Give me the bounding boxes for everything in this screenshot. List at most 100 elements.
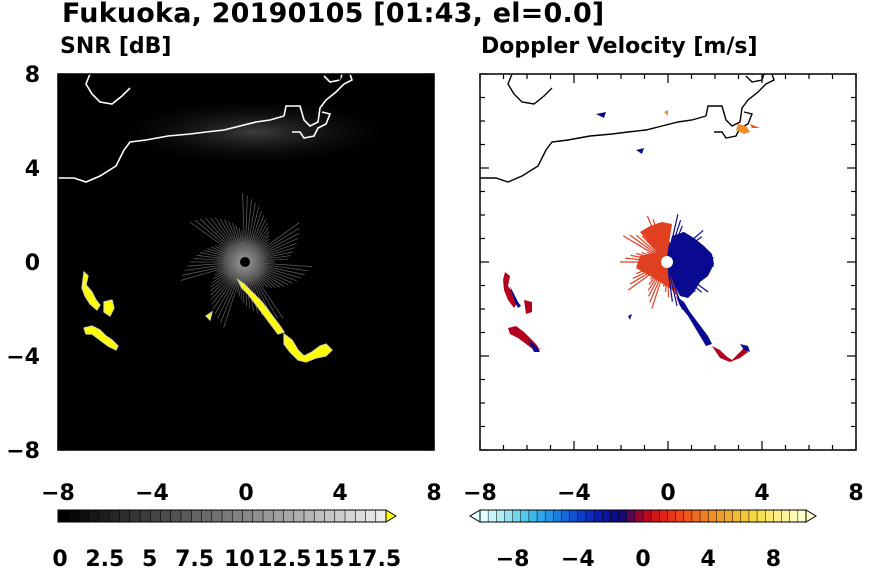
snr-colorbar-label: 10 — [224, 547, 255, 570]
snr-colorbar-label: 12.5 — [257, 547, 311, 570]
doppler-colorbar-label: −4 — [561, 547, 595, 570]
doppler-radar-site — [661, 256, 673, 268]
doppler-colorbar-cell — [577, 510, 587, 522]
snr-colorbar-label: 5 — [142, 547, 157, 570]
snr-colorbar-cell — [150, 510, 161, 522]
doppler-colorbar-cell — [618, 510, 628, 522]
doppler-x-tick-label: 0 — [660, 481, 675, 506]
doppler-echo-north-orange — [736, 124, 750, 134]
doppler-colorbar-cell — [569, 510, 579, 522]
snr-colorbar-cell — [211, 510, 223, 522]
doppler-velocity-ray — [666, 219, 682, 263]
snr-x-tick-label: −4 — [135, 481, 169, 506]
doppler-colorbar-cell — [773, 510, 783, 522]
snr-colorbar-cell — [283, 510, 295, 522]
doppler-velocity-ray — [666, 257, 714, 263]
doppler-velocity-ray — [622, 235, 668, 263]
doppler-velocity-ray — [646, 215, 668, 263]
doppler-velocity-ray — [666, 229, 704, 263]
doppler-colorbar-cell — [700, 510, 709, 522]
doppler-colorbar-cell — [732, 510, 742, 522]
doppler-colorbar-extend-min — [469, 509, 481, 523]
snr-echo-west-2 — [103, 299, 115, 317]
doppler-velocity-ray — [666, 214, 679, 263]
snr-x-tick-label: 8 — [426, 481, 441, 506]
doppler-colorbar-cell — [691, 510, 701, 522]
doppler-colorbar-cell — [667, 510, 677, 522]
doppler-velocity-ray — [666, 236, 703, 263]
snr-echo-bands — [81, 270, 333, 363]
doppler-colorbar-label: 4 — [701, 547, 716, 570]
doppler-x-tick-label: −8 — [463, 481, 497, 506]
doppler-colorbar-cell — [716, 510, 725, 522]
doppler-velocity-ray — [627, 261, 668, 291]
doppler-colorbar-label: 8 — [766, 547, 781, 570]
doppler-x-tick-label: 4 — [754, 481, 769, 506]
doppler-colorbar-cell — [528, 510, 538, 522]
doppler-colorbar-cell — [512, 510, 522, 522]
doppler-echo-north-blue-2 — [636, 148, 644, 154]
snr-colorbar-cell — [129, 510, 141, 522]
snr-colorbar-cell — [181, 510, 192, 522]
doppler-colorbar-cell — [626, 510, 636, 522]
doppler-colorbar-cell — [537, 510, 546, 522]
doppler-colorbar-cell — [724, 510, 734, 522]
doppler-plot-area — [479, 73, 857, 451]
snr-plot-area — [57, 73, 435, 451]
snr-radar-site — [240, 257, 250, 267]
doppler-colorbar-cell — [651, 510, 660, 522]
doppler-colorbar-cell — [789, 510, 799, 522]
doppler-colorbar-cell — [480, 510, 489, 522]
snr-colorbar-cell — [242, 510, 254, 522]
colorbars: 0 2.5 5 7.5 10 12.5 15 17.5 −8 −4 0 4 8 — [52, 509, 817, 570]
snr-y-tick-label: −8 — [6, 439, 40, 464]
snr-colorbar-cell — [170, 510, 182, 522]
snr-colorbar-cell — [119, 510, 131, 522]
snr-colorbar-cell — [68, 510, 79, 522]
doppler-near-site-echo — [620, 214, 714, 310]
doppler-colorbar-cell — [545, 510, 554, 522]
doppler-velocity-ray — [651, 261, 668, 309]
doppler-colorbar-cell — [675, 510, 685, 522]
doppler-velocity-ray — [652, 219, 668, 263]
snr-echo-west-3 — [83, 325, 119, 351]
snr-colorbar-cell — [232, 510, 243, 522]
snr-colorbar-cell — [365, 510, 377, 522]
snr-colorbar-cell — [109, 510, 120, 522]
doppler-velocity-ray — [649, 261, 668, 303]
doppler-colorbar-cell — [757, 510, 766, 522]
snr-echo-west-1 — [81, 270, 101, 311]
snr-y-tick-label: −4 — [6, 345, 40, 370]
snr-sea-clutter — [120, 100, 390, 164]
doppler-echo-north-orange-3 — [664, 110, 668, 116]
snr-colorbar-cell — [191, 510, 202, 522]
snr-colorbar-cell — [222, 510, 233, 522]
snr-colorbar-cell — [355, 510, 366, 522]
snr-colorbar-label: 0 — [52, 547, 67, 570]
doppler-colorbar-cell — [610, 510, 620, 522]
snr-echo-south — [283, 332, 333, 363]
doppler-velocity-ray — [635, 234, 668, 263]
doppler-colorbar-cell — [553, 510, 562, 522]
snr-x-tick-label: −8 — [41, 481, 75, 506]
doppler-colorbar-cell — [504, 510, 514, 522]
doppler-colorbar-cell — [602, 510, 611, 522]
axis-ticks — [57, 73, 857, 451]
snr-colorbar-cell — [201, 510, 213, 522]
snr-colorbar-cell — [78, 510, 90, 522]
doppler-echo-west-2 — [524, 300, 532, 314]
doppler-colorbar-cell — [585, 510, 595, 522]
doppler-colorbar-cell — [520, 510, 530, 522]
snr-colorbar-cell — [324, 510, 336, 522]
doppler-colorbar-cell — [488, 510, 497, 522]
snr-colorbar-cell — [140, 510, 151, 522]
doppler-colorbar-label: −8 — [496, 547, 530, 570]
figure-title: Fukuoka, 20190105 [01:43, el=0.0] — [62, 0, 605, 29]
snr-x-tick-label: 4 — [332, 481, 347, 506]
doppler-colorbar-cell — [561, 510, 571, 522]
doppler-echo-north-orange-2 — [750, 124, 760, 128]
doppler-echo-bands — [503, 110, 760, 362]
snr-echo-speck — [205, 310, 213, 322]
doppler-coastline — [480, 74, 775, 183]
snr-colorbar-cell — [273, 510, 284, 522]
